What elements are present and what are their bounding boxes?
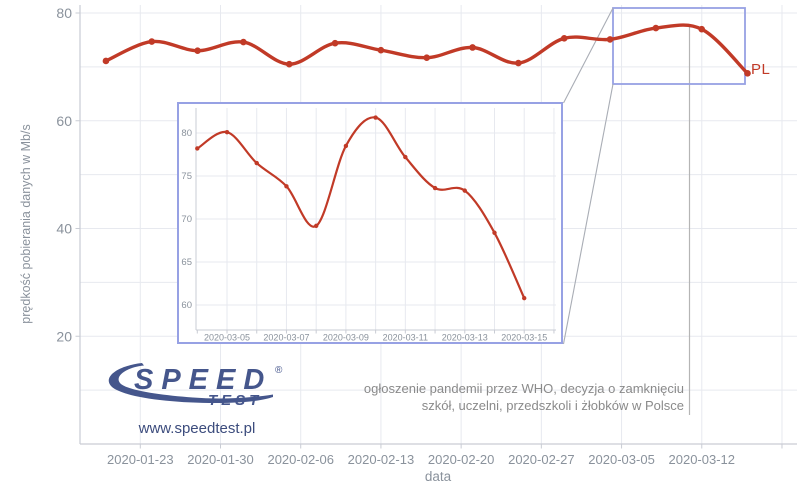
svg-text:40: 40: [56, 221, 72, 237]
logo-word-test: TEST: [208, 392, 262, 409]
inset-chart-panel: 2020-03-05 2020-03-07 2020-03-09 2020-03-11…: [177, 102, 563, 344]
svg-text:2020-01-30: 2020-01-30: [187, 452, 254, 467]
svg-text:2020-03-11: 2020-03-11: [383, 333, 428, 343]
svg-text:65: 65: [181, 257, 192, 268]
logo-swoosh-icon: [108, 363, 273, 403]
annotation-text: ogłoszenie pandemii przez WHO, decyzja o…: [364, 381, 684, 414]
logo-registered-icon: ®: [275, 365, 283, 376]
svg-text:2020-03-05: 2020-03-05: [204, 333, 250, 343]
svg-text:2020-03-13: 2020-03-13: [442, 333, 488, 343]
svg-text:60: 60: [181, 300, 192, 311]
svg-text:2020-03-12: 2020-03-12: [669, 452, 736, 467]
inset-axes: [195, 108, 556, 334]
svg-text:data: data: [425, 469, 452, 484]
main-axis-labels: 2020-01-23 2020-01-30 2020-02-06 2020-02-13…: [19, 5, 735, 484]
logo-url: www.speedtest.pl: [138, 420, 256, 437]
svg-text:75: 75: [181, 171, 192, 182]
svg-text:2020-01-23: 2020-01-23: [107, 452, 174, 467]
svg-text:60: 60: [56, 113, 72, 129]
svg-text:2020-03-15: 2020-03-15: [501, 333, 547, 343]
inset-chart: 2020-03-05 2020-03-07 2020-03-09 2020-03-11…: [181, 108, 556, 342]
svg-text:2020-03-07: 2020-03-07: [263, 333, 309, 343]
main-series-pl: [102, 23, 751, 77]
svg-text:2020-03-05: 2020-03-05: [588, 452, 655, 467]
speedtest-logo: SPEED ® TEST www.speedtest.pl: [98, 356, 323, 456]
main-axes: [75, 5, 797, 449]
annotation-line2: szkół, uczelni, przedszkoli i żłobków w …: [421, 397, 684, 413]
zoom-highlight-box: [612, 7, 746, 85]
svg-text:20: 20: [56, 328, 72, 344]
zoom-connector-bottom: [562, 83, 614, 345]
inset-grid: [196, 108, 556, 330]
svg-text:2020-02-20: 2020-02-20: [428, 452, 495, 467]
logo-word-speed: SPEED: [134, 364, 272, 396]
series-label-pl: PL: [751, 61, 771, 78]
svg-text:2020-02-27: 2020-02-27: [508, 452, 575, 467]
svg-text:2020-02-13: 2020-02-13: [348, 452, 415, 467]
inset-series-pl: [195, 115, 527, 301]
speedtest-logo-svg: SPEED ® TEST www.speedtest.pl: [108, 363, 283, 437]
svg-text:80: 80: [181, 128, 192, 139]
svg-text:2020-03-09: 2020-03-09: [323, 333, 369, 343]
svg-text:80: 80: [56, 5, 72, 21]
svg-text:prędkość pobierania danych w M: prędkość pobierania danych w Mb/s: [19, 124, 33, 323]
svg-text:2020-02-06: 2020-02-06: [267, 452, 334, 467]
annotation-line1: ogłoszenie pandemii przez WHO, decyzja o…: [363, 381, 684, 396]
zoom-connector-top: [563, 7, 614, 104]
inset-axis-labels: 2020-03-05 2020-03-07 2020-03-09 2020-03-11…: [181, 128, 547, 342]
svg-text:70: 70: [181, 214, 192, 225]
